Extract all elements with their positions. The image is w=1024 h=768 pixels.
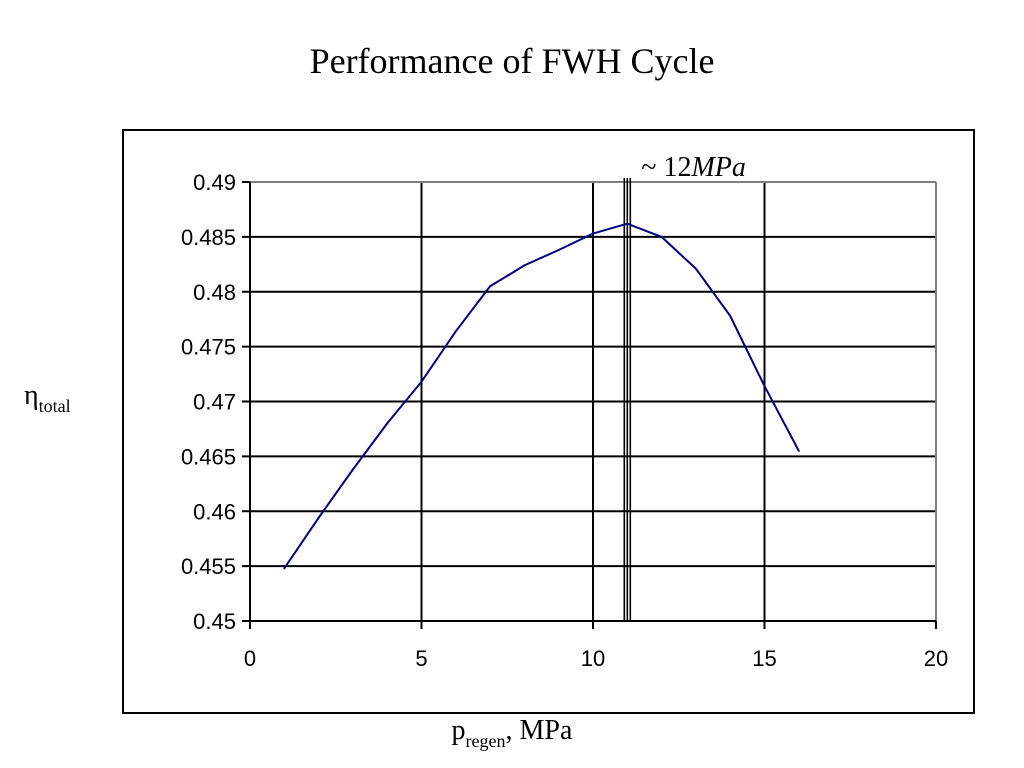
y-axis-symbol: η (24, 380, 39, 411)
x-axis-label: pregen, MPa (0, 715, 1024, 752)
x-axis-subscript: regen (465, 731, 506, 751)
y-tick-label: 0.475 (181, 335, 236, 360)
data-point (592, 232, 594, 235)
y-axis-subscript: total (38, 396, 71, 416)
data-point (454, 330, 457, 333)
x-tick-label: 5 (415, 646, 427, 671)
annotation-value: ~ 12 (641, 152, 691, 183)
data-point (557, 249, 560, 252)
data-point (386, 422, 389, 425)
x-tick-label: 0 (244, 646, 256, 671)
data-point (797, 449, 800, 452)
y-tick-label: 0.455 (181, 554, 236, 579)
series-line (283, 222, 800, 569)
y-tick-label: 0.485 (181, 225, 236, 250)
x-tick-label: 15 (752, 646, 776, 671)
data-point (420, 380, 423, 383)
y-axis-label: ηtotal (24, 380, 71, 417)
data-point (626, 222, 629, 225)
data-point (283, 567, 286, 570)
x-axis-symbol: p (451, 715, 466, 746)
data-point (489, 285, 492, 288)
data-point (694, 267, 697, 270)
x-tick-label: 20 (924, 646, 948, 671)
y-tick-label: 0.465 (181, 444, 236, 469)
data-point (351, 468, 354, 471)
data-point (317, 516, 320, 519)
chart-title: Performance of FWH Cycle (309, 41, 715, 81)
data-point (660, 235, 663, 238)
x-tick-label: 10 (581, 646, 605, 671)
y-tick-label: 0.48 (193, 280, 236, 305)
y-tick-label: 0.49 (193, 170, 236, 195)
data-point (729, 314, 732, 317)
annotation-unit: MPa (690, 152, 745, 183)
x-axis-unit: , MPa (505, 715, 573, 746)
data-point (763, 385, 766, 388)
y-tick-label: 0.47 (193, 390, 236, 415)
annotation-label: ~ 12MPa (641, 152, 746, 183)
y-tick-label: 0.45 (193, 609, 236, 634)
chart-frame: 0.45 0.455 0.46 0.465 0.47 0.475 0.48 0.485 0.49… (122, 129, 975, 714)
chart-plot: 0.45 0.455 0.46 0.465 0.47 0.475 0.48 0.485 0.49… (181, 152, 948, 671)
data-point (523, 264, 526, 267)
y-tick-label: 0.46 (193, 499, 236, 524)
